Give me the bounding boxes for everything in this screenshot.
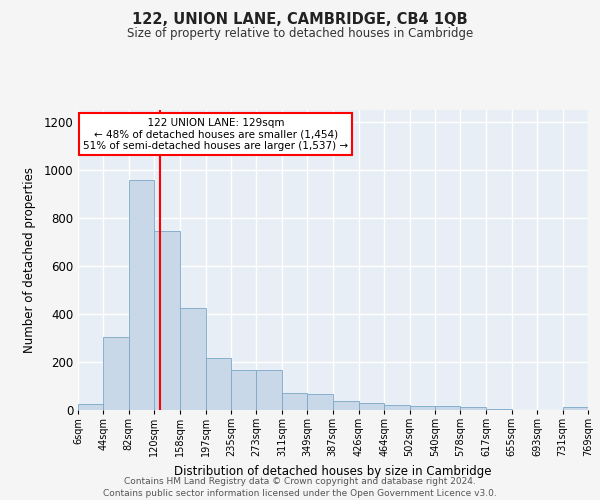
Bar [179,308,206,410]
Bar [384,405,410,410]
Text: 122, UNION LANE, CAMBRIDGE, CB4 1QB: 122, UNION LANE, CAMBRIDGE, CB4 1QB [132,12,468,28]
Text: Contains HM Land Registry data © Crown copyright and database right 2024.: Contains HM Land Registry data © Crown c… [124,478,476,486]
Bar [103,337,129,410]
Bar [206,358,231,410]
Y-axis label: Number of detached properties: Number of detached properties [23,167,37,353]
Bar [154,231,179,410]
Bar [78,404,103,410]
Bar [307,394,332,410]
Bar [332,401,359,410]
Bar [256,370,282,410]
Bar [359,404,384,410]
Text: Contains public sector information licensed under the Open Government Licence v3: Contains public sector information licen… [103,489,497,498]
Bar [282,393,307,410]
Text: Size of property relative to detached houses in Cambridge: Size of property relative to detached ho… [127,28,473,40]
Bar [435,406,460,410]
Bar [410,406,435,410]
Bar [487,409,512,410]
Bar [460,407,487,410]
X-axis label: Distribution of detached houses by size in Cambridge: Distribution of detached houses by size … [174,464,492,477]
Bar [129,180,154,410]
Text: 122 UNION LANE: 129sqm  
← 48% of detached houses are smaller (1,454)
51% of sem: 122 UNION LANE: 129sqm ← 48% of detached… [83,118,348,150]
Bar [563,407,588,410]
Bar [231,370,256,410]
